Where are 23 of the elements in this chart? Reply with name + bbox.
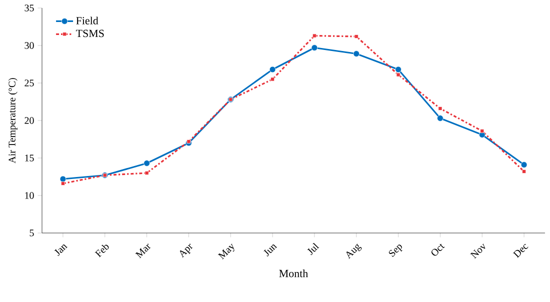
- y-tick-label: 5: [30, 230, 34, 236]
- x-tick-label: Aug: [346, 244, 362, 259]
- y-tick-label: 30: [24, 42, 34, 49]
- x-tick-label: Mar: [135, 244, 151, 258]
- y-tick-label: 25: [24, 80, 34, 86]
- legend-label: Field: [76, 16, 98, 24]
- x-tick-label: Apr: [180, 244, 193, 258]
- y-tick-label: 20: [24, 117, 34, 124]
- y-tick-label: 10: [25, 192, 34, 199]
- x-tick-label: Dec: [512, 244, 528, 258]
- x-tick-label: Jun: [264, 244, 278, 256]
- x-tick-label: Oct: [431, 244, 445, 256]
- y-axis-title: Air Temperature (°C): [8, 78, 18, 164]
- legend-label: TSMS: [76, 30, 104, 38]
- y-tick-label: 15: [25, 154, 34, 162]
- x-axis-title: Month: [279, 270, 308, 278]
- x-tick-label: Jan: [54, 244, 68, 256]
- y-tick-label: 35: [24, 4, 34, 12]
- x-tick-label: Feb: [94, 244, 109, 258]
- x-tick-label: Sep: [388, 244, 403, 257]
- x-tick-label: May: [218, 244, 234, 260]
- x-tick-label: Nov: [470, 244, 486, 259]
- x-tick-label: Jul: [307, 242, 320, 256]
